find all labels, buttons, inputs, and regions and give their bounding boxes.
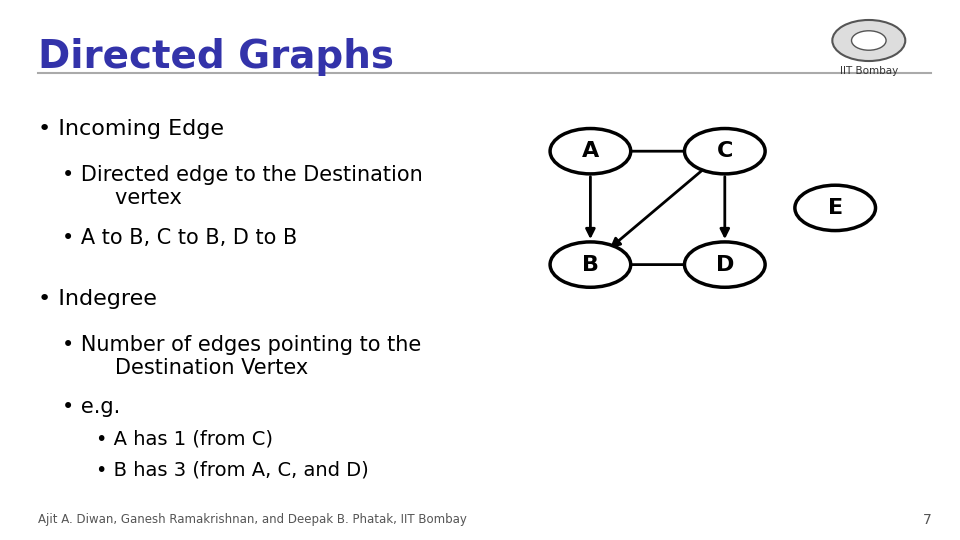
Text: • B has 3 (from A, C, and D): • B has 3 (from A, C, and D) xyxy=(96,460,369,479)
Circle shape xyxy=(852,31,886,50)
Text: • Number of edges pointing to the
        Destination Vertex: • Number of edges pointing to the Destin… xyxy=(62,335,421,378)
FancyArrowPatch shape xyxy=(619,261,699,268)
Text: • Incoming Edge: • Incoming Edge xyxy=(38,119,225,139)
Text: • Indegree: • Indegree xyxy=(38,289,157,309)
FancyArrowPatch shape xyxy=(619,147,699,155)
Text: • A to B, C to B, D to B: • A to B, C to B, D to B xyxy=(62,228,298,248)
Text: Ajit A. Diwan, Ganesh Ramakrishnan, and Deepak B. Phatak, IIT Bombay: Ajit A. Diwan, Ganesh Ramakrishnan, and … xyxy=(38,514,468,526)
Text: E: E xyxy=(828,198,843,218)
Text: A: A xyxy=(582,141,599,161)
Circle shape xyxy=(550,129,631,174)
FancyArrowPatch shape xyxy=(612,167,706,246)
Text: • e.g.: • e.g. xyxy=(62,397,121,417)
Text: • Directed edge to the Destination
        vertex: • Directed edge to the Destination verte… xyxy=(62,165,423,208)
Circle shape xyxy=(795,185,876,231)
Text: • A has 1 (from C): • A has 1 (from C) xyxy=(96,429,273,448)
Text: Directed Graphs: Directed Graphs xyxy=(38,38,395,76)
Text: 7: 7 xyxy=(923,512,931,526)
FancyArrowPatch shape xyxy=(587,177,594,236)
Circle shape xyxy=(684,129,765,174)
Text: IIT Bombay: IIT Bombay xyxy=(840,66,898,77)
Text: B: B xyxy=(582,254,599,275)
Circle shape xyxy=(832,20,905,61)
Text: C: C xyxy=(716,141,733,161)
FancyArrowPatch shape xyxy=(721,177,729,236)
Circle shape xyxy=(684,242,765,287)
Text: D: D xyxy=(715,254,734,275)
Circle shape xyxy=(550,242,631,287)
